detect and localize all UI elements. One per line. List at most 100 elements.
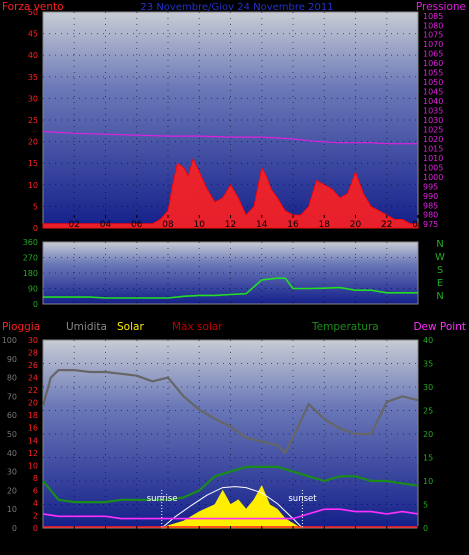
x-tick-label: 22 xyxy=(381,220,392,230)
y-tick-right: 1045 xyxy=(423,88,443,97)
legend-max-solar: Max solar xyxy=(172,321,223,333)
y-tick-right: 985 xyxy=(423,201,438,210)
y-tick-right: 1035 xyxy=(423,107,443,116)
y-tick-right: 1040 xyxy=(423,97,443,106)
y-tick-humidity: 20 xyxy=(7,486,17,495)
x-tick-label: 02 xyxy=(69,531,80,541)
y-tick-humidity: 70 xyxy=(7,392,17,401)
y-tick-rain: 4 xyxy=(33,499,38,508)
y-tick-humidity: 40 xyxy=(7,449,17,458)
compass-letter: W xyxy=(435,252,445,263)
y-tick-rain: 24 xyxy=(28,374,38,383)
wind-speed-area xyxy=(42,157,419,229)
y-tick-temperature: 35 xyxy=(423,360,433,369)
y-tick-humidity: 50 xyxy=(7,430,17,439)
pressure-line xyxy=(42,130,418,145)
y-tick-temperature: 30 xyxy=(423,383,433,392)
y-tick-rain: 20 xyxy=(28,399,38,408)
x-tick-label: 20 xyxy=(350,220,362,230)
y-tick-right: 1070 xyxy=(423,40,443,49)
y-tick-humidity: 0 xyxy=(12,524,17,533)
y-tick-humidity: 80 xyxy=(7,374,17,383)
y-tick-rain: 22 xyxy=(28,386,38,395)
pressure-title: Pressione xyxy=(416,1,466,13)
y-tick-right: 990 xyxy=(423,192,438,201)
y-tick-humidity: 30 xyxy=(7,468,17,477)
y-tick-rain: 26 xyxy=(28,361,38,370)
x-tick-label: sunrise xyxy=(152,531,185,541)
y-tick-left: 20 xyxy=(28,138,38,147)
y-tick-right: 1075 xyxy=(423,31,443,40)
y-tick-right: 1010 xyxy=(423,154,443,163)
y-tick-right: 1015 xyxy=(423,144,443,153)
y-tick-right: 1060 xyxy=(423,59,443,68)
x-tick-label: 10 xyxy=(194,531,206,541)
humidity-line xyxy=(41,369,419,454)
x-tick-label: 06 xyxy=(131,531,143,541)
y-tick-rain: 12 xyxy=(28,449,38,458)
legend-humidity: Umidita xyxy=(66,321,107,333)
y-tick-humidity: 10 xyxy=(7,505,17,514)
x-tick-label: 18 xyxy=(319,531,331,541)
y-tick-left: 10 xyxy=(28,181,38,190)
y-tick-rain: 2 xyxy=(33,511,38,520)
y-tick-temperature: 10 xyxy=(423,477,433,486)
y-tick-rain: 30 xyxy=(28,336,38,345)
y-tick-temperature: 20 xyxy=(423,430,433,439)
y-tick-left: 180 xyxy=(23,269,38,278)
x-tick-label: 16 xyxy=(287,531,299,541)
x-tick-label: 08 xyxy=(162,220,174,230)
y-tick-rain: 28 xyxy=(28,349,38,358)
wind-direction-series xyxy=(43,277,418,299)
y-tick-right: 1085 xyxy=(423,12,443,21)
x-tick-label: 10 xyxy=(194,220,206,230)
y-tick-left: 35 xyxy=(28,73,38,82)
max-solar-curve xyxy=(161,486,303,529)
x-tick-label: 12 xyxy=(225,531,236,541)
y-tick-right: 980 xyxy=(423,211,438,220)
y-tick-left: 30 xyxy=(28,94,38,103)
x-tick-label: 04 xyxy=(100,220,112,230)
temp-humidity-axes: 0102030405060708090100024681012141618202… xyxy=(2,336,433,541)
y-tick-left: 0 xyxy=(33,224,38,233)
x-tick-label: 02 xyxy=(69,220,80,230)
x-tick-label: 00 xyxy=(412,220,424,230)
x-tick-label: 16 xyxy=(287,220,299,230)
x-tick-label: 00 xyxy=(412,531,424,541)
y-tick-left: 360 xyxy=(23,238,38,247)
sunset-label: sunset xyxy=(288,494,317,504)
compass-letter: N xyxy=(436,291,443,302)
y-tick-left: 90 xyxy=(28,285,38,294)
wind-pressure-axes: 0510152025303540455097598098599099510001… xyxy=(28,8,444,233)
compass-letter: N xyxy=(436,239,443,250)
x-tick-label: 22 xyxy=(381,531,392,541)
y-tick-left: 270 xyxy=(23,254,38,263)
y-tick-left: 15 xyxy=(28,159,38,168)
legend-solar: Solar xyxy=(117,321,144,333)
y-tick-right: 1000 xyxy=(423,173,443,182)
y-tick-rain: 6 xyxy=(33,486,38,495)
legend-temperature: Temperatura xyxy=(311,321,379,333)
y-tick-left: 5 xyxy=(33,202,38,211)
y-tick-temperature: 40 xyxy=(423,336,433,345)
y-tick-right: 1080 xyxy=(423,21,443,30)
y-tick-rain: 14 xyxy=(28,436,38,445)
compass-letter: S xyxy=(437,265,443,276)
wind-pressure-series xyxy=(42,130,419,229)
wind-speed-title: Forza vento xyxy=(2,1,64,13)
x-tick-label: 06 xyxy=(131,220,143,230)
legend-dew-point: Dew Point xyxy=(413,321,466,333)
x-tick-label: 18 xyxy=(319,220,331,230)
wind-direction-line xyxy=(43,277,418,299)
y-tick-left: 40 xyxy=(28,51,38,60)
wind-direction-axes: 0 90 180 270 360 xyxy=(23,238,38,309)
temperature-line xyxy=(42,465,419,504)
y-tick-temperature: 0 xyxy=(423,524,428,533)
y-tick-rain: 16 xyxy=(28,424,38,433)
x-tick-label: 20 xyxy=(350,531,362,541)
date-title: 23 Novembre/Giov 24 Novembre 2011 xyxy=(140,2,333,13)
y-tick-right: 1025 xyxy=(423,125,443,134)
y-tick-temperature: 15 xyxy=(423,454,433,463)
